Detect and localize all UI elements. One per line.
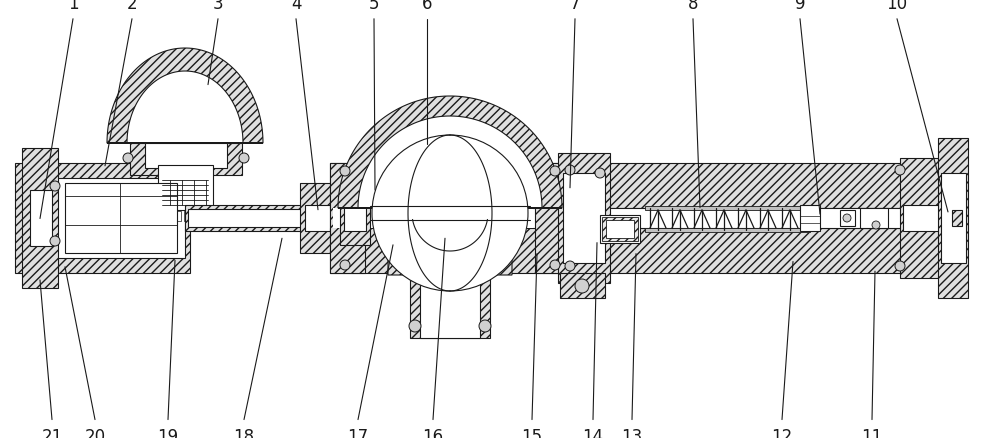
Bar — [158, 166, 213, 211]
Bar — [145, 144, 227, 169]
Circle shape — [340, 261, 350, 270]
Polygon shape — [300, 184, 335, 254]
Bar — [184, 212, 191, 222]
Bar — [903, 205, 948, 231]
Bar — [65, 184, 177, 254]
Bar — [840, 211, 855, 226]
Circle shape — [50, 182, 60, 191]
Text: 16: 16 — [422, 427, 444, 438]
Text: 9: 9 — [795, 0, 805, 13]
Circle shape — [50, 237, 60, 247]
Text: 21: 21 — [41, 427, 63, 438]
Polygon shape — [900, 159, 952, 279]
Circle shape — [565, 166, 575, 176]
Text: 13: 13 — [621, 427, 643, 438]
Text: 7: 7 — [570, 0, 580, 13]
Bar — [645, 229, 810, 233]
Circle shape — [372, 136, 528, 291]
Bar — [30, 191, 52, 247]
Circle shape — [550, 166, 560, 177]
Text: 17: 17 — [347, 427, 369, 438]
Polygon shape — [330, 164, 365, 273]
Bar — [188, 209, 322, 227]
Circle shape — [575, 279, 589, 293]
Bar — [600, 215, 640, 244]
Polygon shape — [22, 148, 58, 288]
Bar — [560, 208, 950, 229]
Text: 4: 4 — [291, 0, 301, 13]
Bar — [194, 212, 201, 222]
Text: 1: 1 — [68, 0, 78, 13]
Text: 2: 2 — [127, 0, 137, 13]
Polygon shape — [485, 229, 512, 276]
Bar — [800, 205, 820, 231]
Text: 12: 12 — [771, 427, 793, 438]
Polygon shape — [388, 229, 415, 276]
Bar — [645, 207, 810, 211]
Circle shape — [565, 261, 575, 272]
Polygon shape — [560, 273, 605, 298]
Bar — [305, 205, 330, 231]
Bar — [204, 212, 211, 222]
Circle shape — [895, 261, 905, 272]
Text: 3: 3 — [213, 0, 223, 13]
Bar — [174, 212, 181, 222]
Bar — [333, 208, 533, 229]
Bar — [602, 218, 638, 241]
Text: 8: 8 — [688, 0, 698, 13]
Polygon shape — [127, 72, 243, 144]
Polygon shape — [560, 229, 950, 273]
Text: 5: 5 — [369, 0, 379, 13]
Polygon shape — [410, 273, 490, 338]
Polygon shape — [15, 164, 30, 273]
Circle shape — [479, 320, 491, 332]
Text: 11: 11 — [861, 427, 883, 438]
Text: 6: 6 — [422, 0, 432, 13]
Bar — [185, 205, 325, 231]
Text: 20: 20 — [84, 427, 106, 438]
Bar — [340, 191, 370, 245]
Circle shape — [409, 320, 421, 332]
Text: 18: 18 — [233, 427, 255, 438]
Text: 15: 15 — [521, 427, 543, 438]
Circle shape — [123, 154, 133, 164]
Circle shape — [239, 154, 249, 164]
Circle shape — [340, 166, 350, 177]
Bar — [860, 208, 888, 229]
Polygon shape — [560, 164, 950, 208]
Text: 19: 19 — [157, 427, 179, 438]
Bar — [952, 211, 962, 226]
Circle shape — [843, 215, 851, 223]
Polygon shape — [107, 49, 263, 144]
Polygon shape — [330, 164, 570, 208]
Bar — [40, 179, 185, 258]
Bar — [941, 173, 966, 263]
Circle shape — [895, 166, 905, 176]
Bar — [344, 205, 366, 231]
Circle shape — [872, 222, 880, 230]
Polygon shape — [938, 139, 968, 298]
Bar — [130, 144, 242, 176]
Circle shape — [595, 169, 605, 179]
Bar — [420, 279, 480, 338]
Circle shape — [550, 261, 560, 270]
Polygon shape — [338, 97, 562, 208]
Bar — [164, 212, 171, 222]
Polygon shape — [358, 117, 542, 208]
Polygon shape — [330, 229, 570, 273]
Bar — [563, 173, 605, 263]
Polygon shape — [22, 164, 190, 273]
Polygon shape — [535, 164, 570, 273]
Bar — [606, 220, 634, 238]
Text: 14: 14 — [582, 427, 604, 438]
Polygon shape — [558, 154, 610, 283]
Text: 10: 10 — [886, 0, 908, 13]
